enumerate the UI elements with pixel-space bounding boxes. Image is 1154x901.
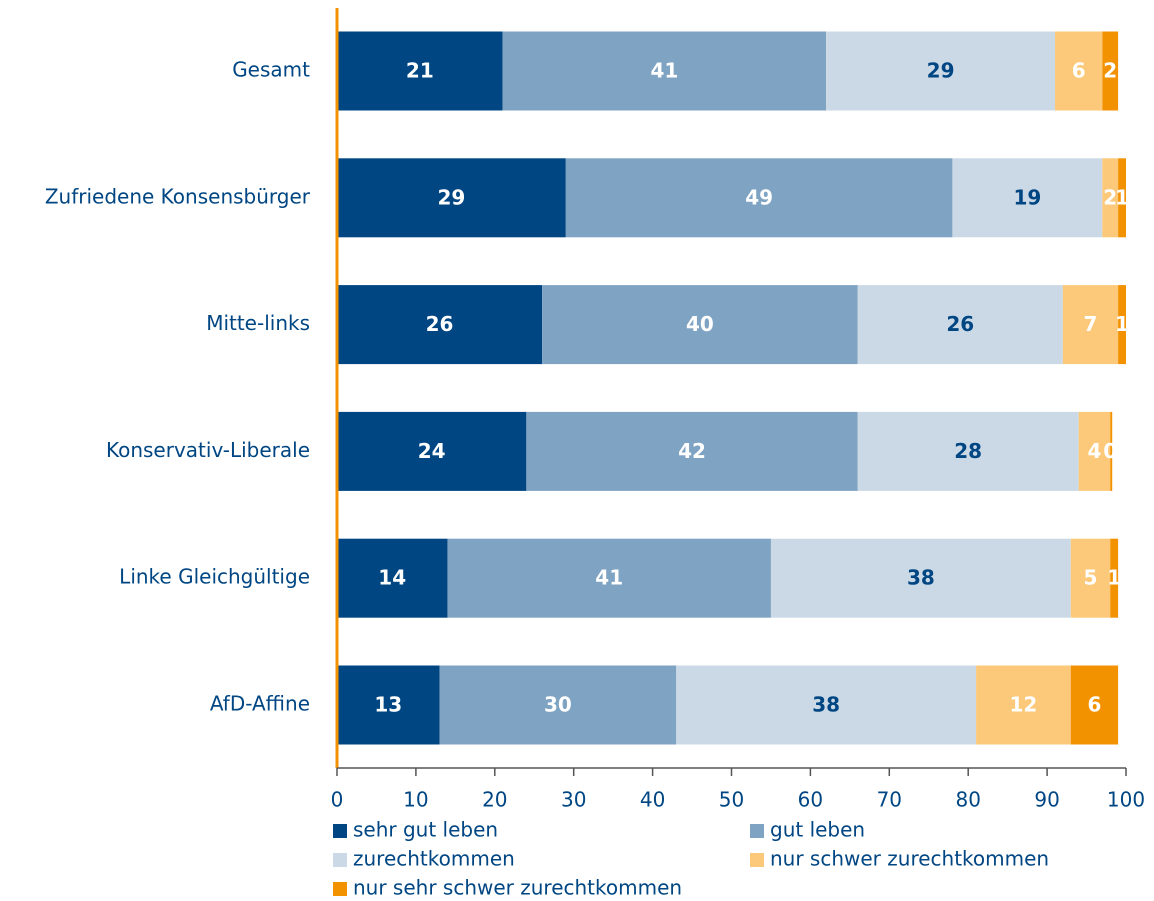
value-label: 4 [1087, 439, 1101, 463]
value-label: 29 [927, 59, 955, 83]
legend-swatch [750, 853, 764, 867]
legend-swatch [750, 824, 764, 838]
value-label: 41 [595, 566, 623, 590]
category-label: AfD-Affine [210, 692, 310, 716]
category-label: Zufriedene Konsensbürger [45, 184, 311, 208]
bar-segment [502, 31, 827, 111]
x-tick-label: 40 [640, 788, 665, 812]
legend-swatch [333, 824, 347, 838]
value-label: 30 [544, 693, 572, 717]
x-tick-label: 50 [719, 788, 744, 812]
bar-segment [337, 665, 440, 745]
bar-segment [542, 285, 858, 365]
x-tick-label: 70 [877, 788, 902, 812]
value-label: 49 [745, 185, 773, 209]
bar-segment [447, 538, 771, 618]
value-label: 14 [378, 566, 406, 590]
value-label: 12 [1010, 693, 1038, 717]
value-label: 26 [426, 312, 454, 336]
bar-segment [1110, 411, 1113, 491]
category-label: Linke Gleichgültige [119, 565, 310, 589]
legend-label: gut leben [770, 818, 865, 842]
value-label: 13 [374, 693, 402, 717]
value-label: 2 [1103, 59, 1117, 83]
value-label: 6 [1072, 59, 1086, 83]
legend-swatch [333, 853, 347, 867]
bar-segment [337, 31, 503, 111]
x-tick-label: 20 [482, 788, 507, 812]
value-label: 0 [1103, 439, 1117, 463]
bar-segment [952, 158, 1103, 238]
x-tick-label: 10 [403, 788, 428, 812]
bar-segment [337, 285, 543, 365]
legend-label: sehr gut leben [353, 818, 498, 842]
category-label: Mitte-links [206, 311, 310, 335]
bar-segment [1118, 158, 1126, 238]
bar-segment [1070, 538, 1111, 618]
bar-segment [337, 158, 566, 238]
value-label: 5 [1084, 566, 1098, 590]
x-tick-label: 90 [1034, 788, 1059, 812]
bar-segment [1078, 411, 1111, 491]
legend-label: zurechtkommen [353, 847, 515, 871]
bar-segment [1070, 665, 1119, 745]
value-label: 6 [1087, 693, 1101, 717]
legend-swatch [333, 882, 347, 896]
bar-segment [1054, 31, 1103, 111]
category-label: Konservativ-Liberale [106, 438, 310, 462]
bar-segment [565, 158, 953, 238]
value-label: 41 [651, 59, 679, 83]
value-label: 24 [418, 439, 446, 463]
value-label: 1 [1115, 312, 1129, 336]
value-label: 21 [406, 59, 434, 83]
x-tick-label: 60 [798, 788, 823, 812]
bar-segment [857, 285, 1063, 365]
value-label: 29 [437, 185, 465, 209]
bar-segment [439, 665, 677, 745]
bar-segment [770, 538, 1071, 618]
bar-segment [1062, 285, 1119, 365]
bar-segment [1110, 538, 1119, 618]
legend-label: nur schwer zurechtkommen [770, 847, 1049, 871]
bar-segment [1102, 158, 1119, 238]
x-tick-label: 100 [1107, 788, 1145, 812]
value-label: 7 [1084, 312, 1098, 336]
value-label: 42 [678, 439, 706, 463]
bar-segment [526, 411, 858, 491]
x-tick-label: 30 [561, 788, 586, 812]
value-label: 28 [954, 439, 982, 463]
value-label: 2 [1103, 185, 1117, 209]
bar-segment [337, 411, 527, 491]
value-label: 38 [907, 566, 935, 590]
bar-segment [676, 665, 977, 745]
x-tick-label: 80 [955, 788, 980, 812]
value-label: 40 [686, 312, 714, 336]
value-label: 19 [1013, 185, 1041, 209]
bar-segment [826, 31, 1055, 111]
x-tick-label: 0 [331, 788, 344, 812]
bar-segment [857, 411, 1079, 491]
value-label: 38 [812, 693, 840, 717]
bar-segment [976, 665, 1071, 745]
category-label: Gesamt [232, 58, 310, 82]
bar-segment [1102, 31, 1119, 111]
value-label: 1 [1107, 566, 1121, 590]
bar-segment [337, 538, 448, 618]
legend-label: nur sehr schwer zurechtkommen [353, 876, 682, 900]
value-label: 1 [1115, 185, 1129, 209]
bar-segment [1118, 285, 1126, 365]
value-label: 26 [946, 312, 974, 336]
